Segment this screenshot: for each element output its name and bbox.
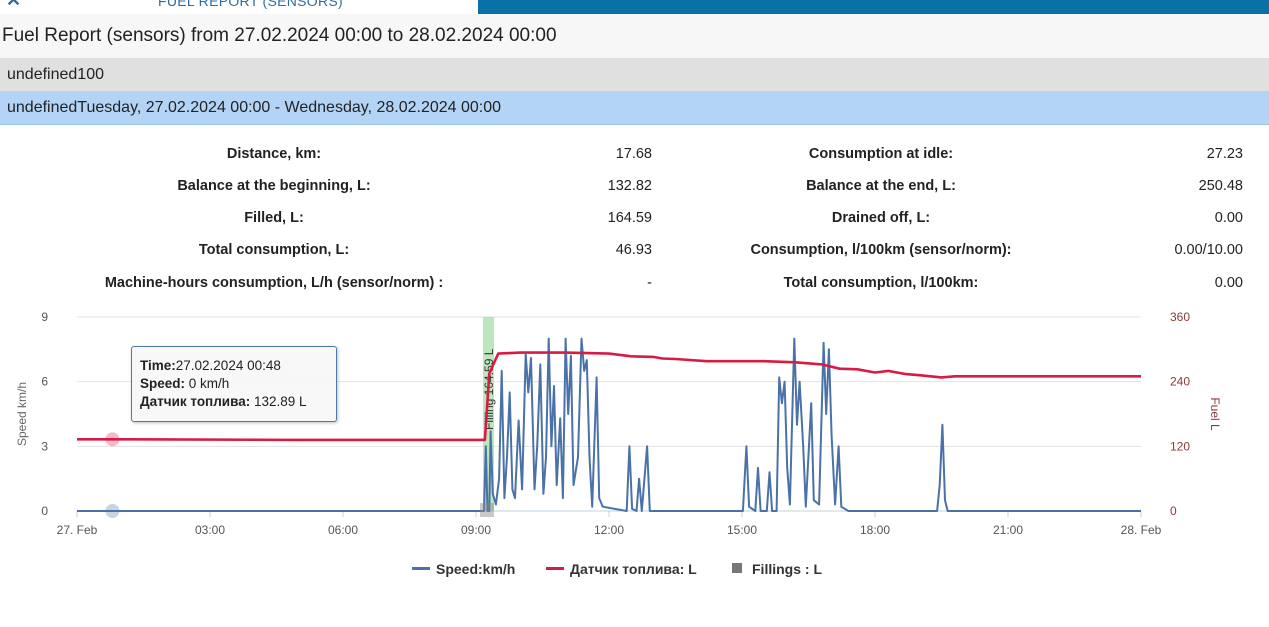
legend-item-fuel[interactable]: Датчик топлива: L — [546, 560, 697, 578]
x-tick-label: 28. Feb — [1121, 523, 1162, 537]
stat-label: Total consumption, l/100km: — [783, 275, 979, 291]
stat-label: Consumption, l/100km (sensor/norm): — [750, 242, 1012, 258]
tooltip-fuel-value: 132.89 L — [250, 394, 307, 409]
filling-marker — [479, 503, 494, 517]
stat-label: Balance at the end, L: — [806, 178, 956, 194]
tab-title: FUEL REPORT (SENSORS) — [158, 0, 343, 9]
tooltip-fuel-label: Датчик топлива: — [140, 394, 251, 409]
y-right-tick-label: 0 — [1170, 504, 1177, 518]
stat-value: 46.93 — [615, 242, 652, 258]
report-tab[interactable]: ✕ FUEL REPORT (SENSORS) — [0, 0, 478, 15]
y-left-axis-title: Speed km/h — [15, 382, 29, 446]
x-tick-label: 06:00 — [328, 523, 358, 537]
x-tick-label: 15:00 — [727, 523, 757, 537]
stat-value: 17.68 — [615, 146, 652, 162]
tab-strip — [478, 0, 1269, 14]
stat-value: - — [647, 275, 652, 291]
stat-value: 0.00 — [1214, 210, 1243, 226]
y-left-tick-label: 0 — [41, 504, 48, 518]
y-left-tick-label: 6 — [41, 375, 48, 389]
y-right-axis-title: Fuel L — [1208, 397, 1222, 431]
chart-tooltip: Time:27.02.2024 00:48 Speed: 0 km/h Датч… — [131, 346, 337, 422]
x-tick-label: 09:00 — [461, 523, 491, 537]
x-tick-label: 03:00 — [195, 523, 225, 537]
tooltip-time-label: Time: — [140, 358, 176, 373]
y-right-tick-label: 360 — [1170, 310, 1190, 324]
fuel-hover-marker — [105, 432, 120, 447]
tooltip-speed-label: Speed: — [140, 376, 186, 391]
legend-item-speed[interactable]: Speed:km/h — [412, 560, 515, 578]
stat-label: Consumption at idle: — [808, 146, 954, 162]
fuel-series-line — [77, 351, 1141, 442]
legend-label: Speed:km/h — [436, 561, 516, 577]
x-tick-label: 12:00 — [594, 523, 624, 537]
stat-label: Machine-hours consumption, L/h (sensor/n… — [104, 275, 444, 291]
close-icon[interactable]: ✕ — [6, 0, 22, 10]
y-left-tick-label: 3 — [41, 439, 48, 453]
period-row[interactable]: undefinedTuesday, 27.02.2024 00:00 - Wed… — [0, 91, 1269, 125]
legend-line-icon — [546, 566, 564, 570]
x-tick-label: 27. Feb — [57, 523, 98, 537]
x-tick-label: 21:00 — [993, 523, 1023, 537]
stat-label: Distance, km: — [226, 146, 322, 162]
chart-legend: Speed:km/h Датчик топлива: L Fillings : … — [0, 560, 1269, 580]
stat-label: Filled, L: — [244, 210, 304, 226]
legend-item-fillings[interactable]: Fillings : L — [732, 560, 822, 578]
stat-label: Drained off, L: — [831, 210, 931, 226]
stat-value: 132.82 — [607, 178, 652, 194]
filling-band — [482, 317, 494, 511]
stat-value: 250.48 — [1198, 178, 1243, 194]
stat-value: 0.00 — [1214, 275, 1243, 291]
tooltip-speed-value: 0 km/h — [185, 376, 230, 391]
stat-label: Balance at the beginning, L: — [177, 178, 371, 194]
speed-series-line — [77, 337, 1141, 512]
legend-label: Fillings : L — [752, 561, 822, 577]
y-right-tick-label: 120 — [1170, 439, 1190, 453]
stat-value: 27.23 — [1206, 146, 1243, 162]
legend-label: Датчик топлива: L — [570, 561, 697, 577]
stat-value: 0.00/10.00 — [1174, 242, 1243, 258]
y-left-tick-label: 9 — [41, 310, 48, 324]
top-bar: ✕ FUEL REPORT (SENSORS) — [0, 0, 1269, 15]
stat-value: 164.59 — [607, 210, 652, 226]
legend-square-icon — [732, 563, 742, 574]
x-tick-label: 18:00 — [860, 523, 890, 537]
report-title: Fuel Report (sensors) from 27.02.2024 00… — [0, 14, 1269, 58]
stat-label: Total consumption, L: — [198, 242, 350, 258]
tooltip-time-value: 27.02.2024 00:48 — [175, 358, 281, 373]
group-row[interactable]: undefined100 — [0, 58, 1269, 91]
y-right-tick-label: 240 — [1170, 375, 1190, 389]
legend-line-icon — [412, 566, 430, 570]
speed-hover-marker — [105, 504, 120, 518]
